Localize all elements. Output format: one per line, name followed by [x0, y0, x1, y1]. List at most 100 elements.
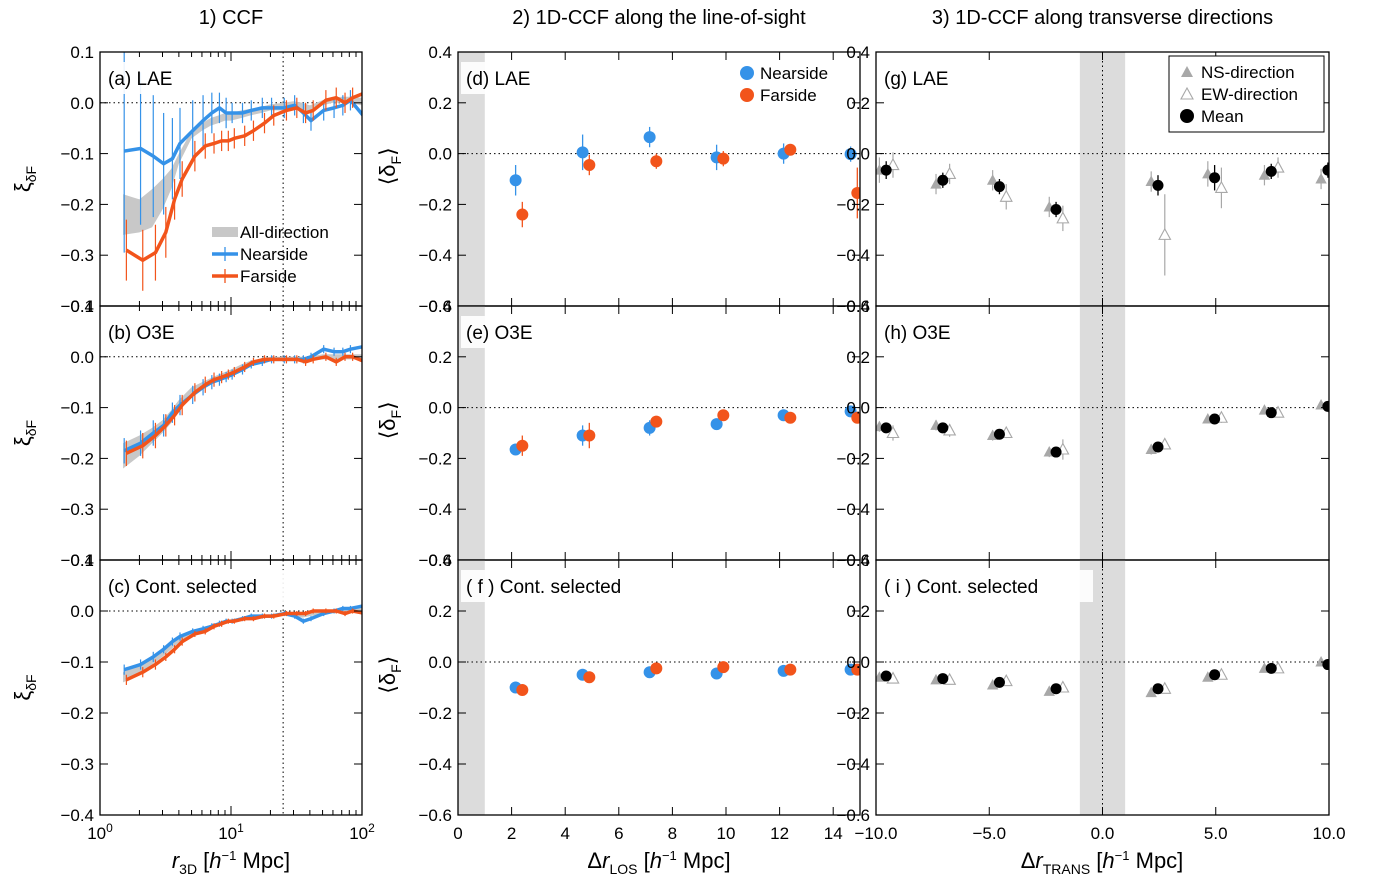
legend-label-alldir: All-direction: [240, 223, 329, 242]
y-tick-label: 0.0: [428, 145, 452, 164]
xlabel-part: [: [1090, 848, 1102, 873]
x-tick-label: 100: [87, 821, 113, 843]
plot-area: [876, 306, 1329, 560]
ew-point: [1056, 211, 1070, 224]
column-title-los: 2) 1D-CCF along the line-of-sight: [512, 7, 806, 29]
y-tick-label: 0.1: [70, 297, 94, 316]
mean-point: [1265, 165, 1277, 177]
xlabel-part: Mpc]: [236, 848, 290, 873]
y-tick-label: 0.4: [846, 297, 870, 316]
mean-point: [1265, 407, 1277, 419]
ylabel-symbol: ξ: [10, 691, 35, 701]
ylabel-subscript: F: [388, 156, 404, 165]
legend-label-farside: Farside: [240, 267, 297, 286]
ew-point: [1328, 172, 1329, 174]
legend-swatch-ns: [1181, 66, 1193, 77]
farside-line: [125, 92, 362, 263]
panel-label-bg: [461, 570, 675, 602]
ew-point: [886, 425, 900, 439]
column-title-ccf: 1) CCF: [199, 7, 263, 29]
x-tick-label: 0.0: [1091, 824, 1115, 843]
farside-point: [516, 208, 529, 221]
panel-frame: [457, 559, 861, 816]
farside-point: [650, 155, 663, 168]
mean-point: [1152, 683, 1164, 695]
y-tick-label: 0.1: [70, 551, 94, 570]
plot-area: [876, 52, 1329, 306]
y-tick-label: 0.0: [70, 602, 94, 621]
ylabel-subscript: F: [388, 410, 404, 419]
farside-point: [516, 439, 529, 452]
xlabel-part: h: [650, 848, 662, 873]
ew-point: [1328, 667, 1329, 670]
y-tick-label: 0.2: [428, 602, 452, 621]
y-tick-label: −0.2: [60, 449, 94, 468]
y-tick-label: −0.3: [60, 755, 94, 774]
farside-point: [717, 409, 730, 422]
y-tick-label: 0.0: [428, 653, 452, 672]
farside-point: [717, 152, 730, 165]
panel-label: (h) O3E: [884, 323, 951, 344]
y-tick-label: −0.2: [60, 195, 94, 214]
x-tick-label: 4: [560, 824, 569, 843]
panel-label: (g) LAE: [884, 69, 948, 90]
farside-point: [851, 186, 860, 199]
panel-trans-0: 0.40.20.0−0.2−0.4−0.6(g) LAE NS-direction…: [836, 43, 1330, 316]
mean-point: [993, 676, 1005, 688]
y-tick-label: 0.2: [428, 94, 452, 113]
y-tick-label: −0.3: [60, 500, 94, 519]
x-tick-label: 10: [717, 824, 736, 843]
legend-label-nearside: Nearside: [240, 245, 308, 264]
y-tick-label: −0.4: [418, 500, 452, 519]
y-axis-label: ⟨δF⟩: [375, 656, 404, 694]
mean-point: [1209, 413, 1221, 425]
mean-point: [937, 174, 949, 186]
y-tick-label: −0.2: [836, 704, 870, 723]
legend-label-ew: EW-direction: [1201, 85, 1298, 104]
mean-point: [937, 673, 949, 685]
x-tick-label: 101: [218, 821, 244, 843]
ew-point: [1328, 410, 1329, 413]
mean-point: [1050, 203, 1062, 215]
y-tick-label: −0.6: [418, 297, 452, 316]
mean-point: [1050, 446, 1062, 458]
x-tick-label: −5.0: [972, 824, 1006, 843]
y-tick-label: 0.0: [70, 94, 94, 113]
plot-area: [100, 560, 362, 815]
xlabel-part: −1: [662, 848, 677, 863]
y-tick-label: −0.4: [60, 806, 94, 825]
panel-label-bg: [103, 570, 297, 602]
legend-label-mean: Mean: [1201, 107, 1244, 126]
nearside-point: [643, 131, 656, 144]
farside-point: [784, 663, 797, 676]
ylabel-symbol: ⟨δ: [375, 673, 400, 694]
y-tick-label: −0.4: [60, 551, 94, 570]
y-axis-label: ⟨δF⟩: [375, 147, 404, 185]
nearside-point: [509, 174, 522, 187]
farside-point: [583, 671, 596, 684]
xlabel-part: LOS: [609, 861, 637, 877]
ns-point: [1315, 173, 1327, 184]
legend-swatch-ew: [1180, 86, 1194, 100]
panel-los-1: 0.4 0.2 0.0 −0.2 −0.4 −0.6 (e) O3E ⟨δF⟩: [375, 297, 861, 570]
y-tick-label: 0.0: [70, 348, 94, 367]
farside-point: [717, 661, 730, 674]
farside-point: [583, 429, 596, 442]
y-tick-label: 0.0: [846, 145, 870, 164]
ylabel-symbol: ξ: [10, 182, 35, 192]
panel-label: ( f ) Cont. selected: [466, 577, 621, 598]
x-tick-label: 102: [349, 821, 375, 843]
nearside-point: [844, 148, 857, 161]
x-axis-label-trans: ΔrTRANS [h−1 Mpc]: [1021, 848, 1184, 877]
x-tick-label: 0: [453, 824, 462, 843]
legend-box: [1168, 55, 1325, 133]
mean-point: [1209, 172, 1221, 184]
x-tick-label: −10.0: [854, 824, 897, 843]
y-tick-label: 0.4: [428, 43, 452, 62]
nearside-line: [123, 98, 362, 166]
tick-base: 10: [218, 824, 237, 843]
xlabel-part: TRANS: [1043, 861, 1090, 877]
mean-point: [880, 670, 892, 682]
